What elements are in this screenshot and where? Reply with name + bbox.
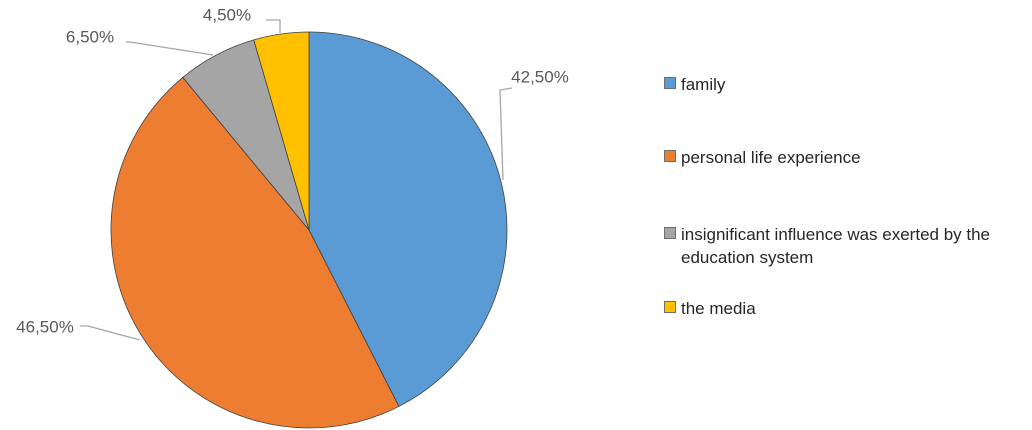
legend-swatch — [664, 227, 676, 239]
pie-slice — [253, 31, 310, 231]
data-label: 4,50% — [203, 5, 251, 24]
legend-item: the media — [664, 297, 1021, 320]
leader-line — [80, 325, 141, 341]
legend-label: family — [681, 75, 726, 94]
legend-swatch — [664, 150, 676, 162]
leader-line — [126, 41, 214, 56]
data-label: 42,50% — [511, 67, 569, 86]
data-label: 6,50% — [66, 27, 114, 46]
legend-label: insignificant influence was exerted by t… — [681, 225, 991, 267]
pie-slice — [308, 31, 508, 407]
legend-label: personal life experience — [681, 148, 861, 167]
legend-label: the media — [681, 299, 756, 318]
data-label: 46,50% — [16, 317, 74, 336]
legend-swatch — [664, 301, 676, 313]
legend-item: insignificant influence was exerted by t… — [664, 223, 1021, 269]
legend-item: family — [664, 73, 1021, 96]
pie-slice — [110, 76, 400, 429]
legend-swatch — [664, 77, 676, 89]
legend-item: personal life experience — [664, 146, 1021, 169]
leader-line — [499, 87, 513, 181]
leader-line — [266, 19, 281, 33]
